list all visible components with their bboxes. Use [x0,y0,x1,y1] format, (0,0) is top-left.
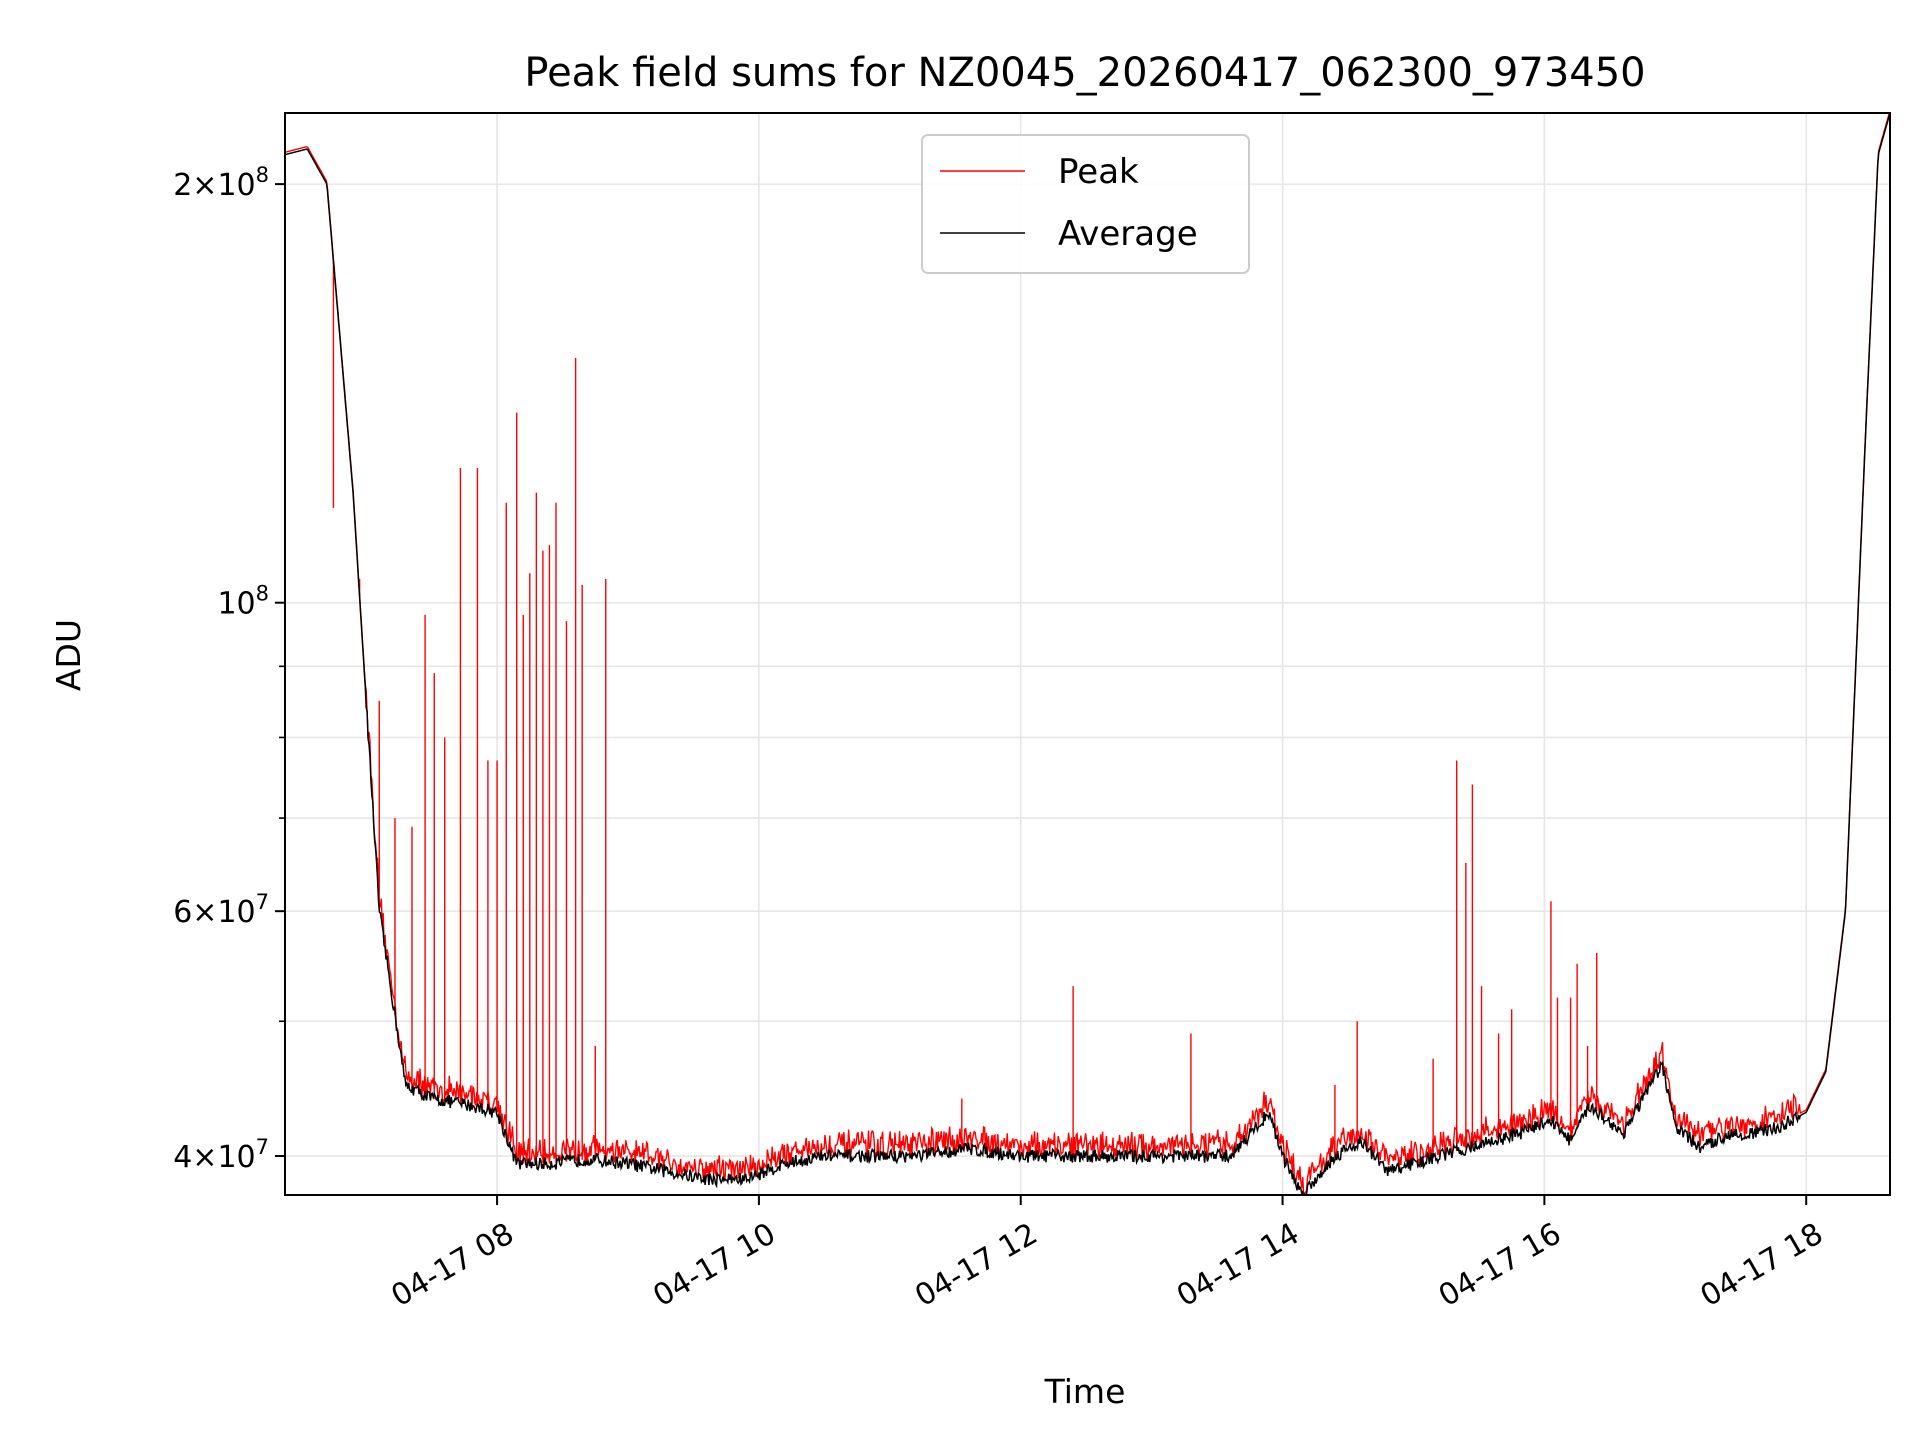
y-tick-label: 4×107 [173,1135,269,1175]
legend-label-peak: Peak [1058,152,1139,192]
x-axis-ticks: 04-17 08 04-17 10 04-17 12 04-17 14 04-17 16… [386,1195,1829,1314]
grid-lines [285,113,1890,1195]
y-tick-label: 6×107 [173,890,269,930]
chart-title: Peak field sums for NZ0045_20260417_0623… [524,50,1645,96]
plot-frame [284,112,1891,1196]
y-axis-ticks: 4×107 6×107 108 2×108 [173,163,285,1175]
legend: Peak Average [921,134,1250,274]
legend-box [921,134,1250,274]
x-tick-label: 04-17 12 [909,1216,1043,1314]
legend-label-average: Average [1058,214,1198,254]
x-tick-label: 04-17 08 [386,1216,520,1314]
y-tick-label: 2×108 [173,163,269,203]
x-tick-label: 04-17 16 [1433,1216,1567,1314]
average-series-line [285,113,1890,1195]
series-group [285,113,1890,1195]
x-tick-label: 04-17 14 [1171,1216,1305,1314]
plot-series [285,113,1890,1195]
x-tick-label: 04-17 10 [647,1216,781,1314]
x-axis-label: Time [1044,1372,1126,1411]
x-tick-label: 04-17 18 [1695,1216,1829,1314]
y-axis-label: ADU [49,619,88,691]
y-tick-label: 108 [217,582,269,622]
peak-series-line [285,113,1890,1195]
